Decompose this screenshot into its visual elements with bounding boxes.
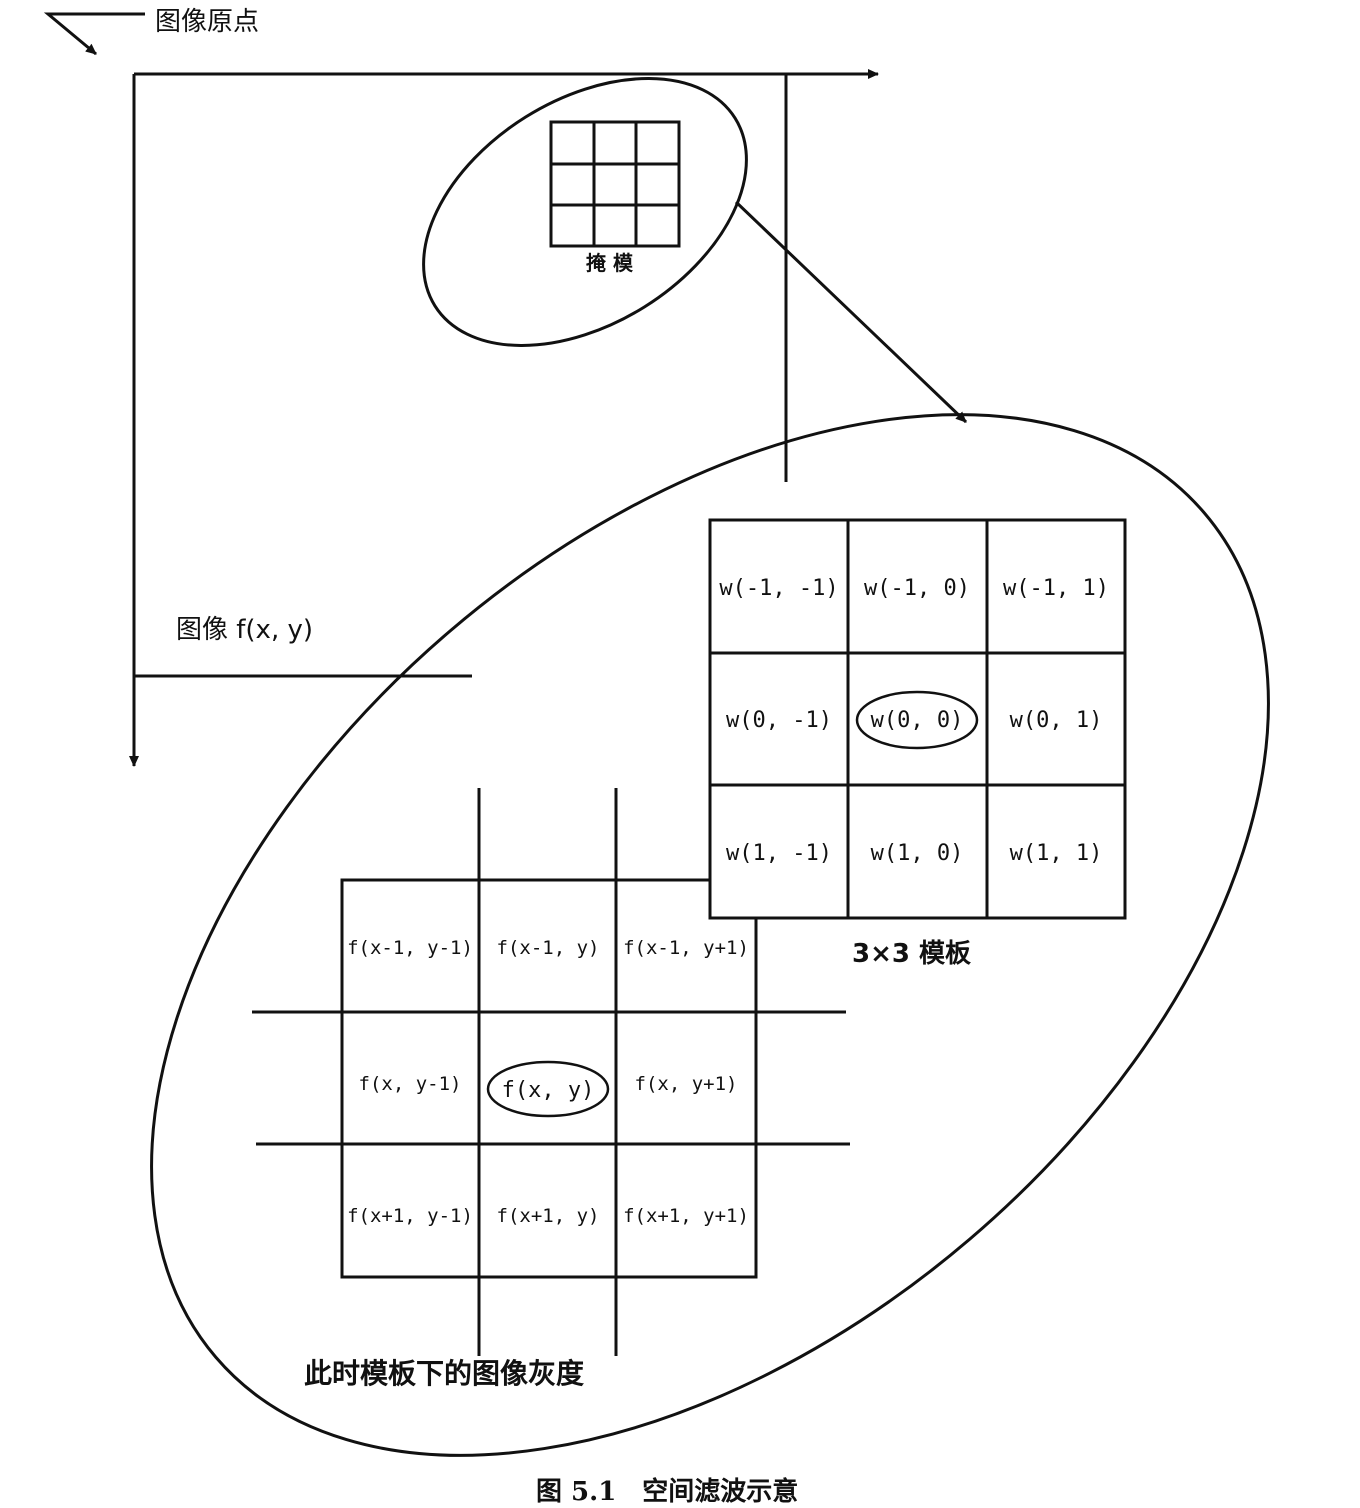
image-cell: f(x-1, y) bbox=[497, 937, 600, 959]
zoom-ellipse bbox=[150, 413, 1270, 1457]
template-cell: w(0, 1) bbox=[1010, 708, 1103, 733]
template-cell: w(-1, 0) bbox=[864, 576, 970, 601]
image-axes bbox=[129, 69, 879, 767]
image-cell-center: f(x, y) bbox=[502, 1078, 595, 1103]
template-cell: w(1, 1) bbox=[1010, 841, 1103, 866]
center-weight-highlight bbox=[855, 690, 979, 750]
template-grid: w(-1, -1) w(-1, 0) w(-1, 1) w(0, -1) w(0… bbox=[708, 518, 1127, 920]
image-grid-border bbox=[340, 878, 758, 1279]
image-boundary: 图像 f(x, y) bbox=[134, 74, 788, 678]
origin-label: 图像原点 bbox=[155, 7, 259, 37]
template-caption: 3×3 模板 bbox=[852, 939, 971, 969]
origin-arrow bbox=[43, 12, 145, 56]
image-cell: f(x-1, y-1) bbox=[347, 937, 473, 959]
figure-caption: 图 5.1 空间滤波示意 bbox=[536, 1476, 798, 1507]
image-cell: f(x, y-1) bbox=[359, 1073, 462, 1095]
mask-region: 掩 模 bbox=[422, 77, 748, 347]
image-cell: f(x+1, y) bbox=[497, 1205, 600, 1227]
mask-ellipse bbox=[422, 77, 748, 347]
template-cell: w(1, 0) bbox=[871, 841, 964, 866]
template-cell: w(1, -1) bbox=[726, 841, 832, 866]
image-origin-indicator: 图像原点 bbox=[43, 7, 259, 56]
image-label: 图像 f(x, y) bbox=[176, 615, 313, 645]
zoom-arrow bbox=[734, 200, 968, 424]
mask-grid bbox=[549, 120, 681, 248]
template-cell: w(-1, 1) bbox=[1003, 576, 1109, 601]
center-pixel-highlight bbox=[486, 1060, 610, 1118]
image-cell: f(x, y+1) bbox=[635, 1073, 738, 1095]
mask-grid-border bbox=[549, 120, 681, 248]
template-cell-center: w(0, 0) bbox=[871, 708, 964, 733]
image-gray-grid: f(x-1, y-1) f(x-1, y) f(x-1, y+1) f(x, y… bbox=[252, 788, 850, 1356]
image-cell: f(x+1, y-1) bbox=[347, 1205, 473, 1227]
image-cell: f(x-1, y+1) bbox=[623, 937, 749, 959]
template-cell: w(-1, -1) bbox=[719, 576, 838, 601]
template-grid-border bbox=[708, 518, 1127, 920]
image-cell: f(x+1, y+1) bbox=[623, 1205, 749, 1227]
template-cell: w(0, -1) bbox=[726, 708, 832, 733]
mask-label: 掩 模 bbox=[586, 251, 634, 275]
gray-level-caption: 此时模板下的图像灰度 bbox=[304, 1357, 584, 1390]
